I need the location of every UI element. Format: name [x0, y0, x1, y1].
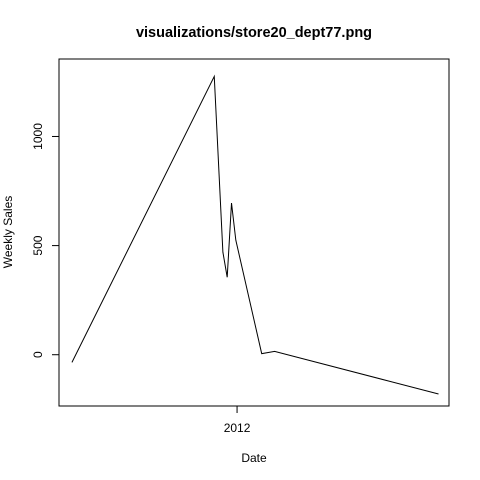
x-axis-label: Date [241, 451, 267, 465]
y-tick-label: 0 [31, 351, 45, 358]
series-layer [71, 74, 439, 395]
y-axis: 0 500 1000 [31, 123, 60, 358]
y-tick-label: 500 [31, 235, 45, 255]
chart-title: visualizations/store20_dept77.png [136, 25, 372, 41]
y-axis-label: Weekly Sales [1, 196, 15, 268]
plot-frame [58, 58, 450, 407]
x-tick-label: 2012 [224, 421, 251, 435]
x-axis: 2012 [224, 406, 251, 435]
series-line [71, 74, 439, 395]
y-tick-label: 1000 [31, 123, 45, 150]
